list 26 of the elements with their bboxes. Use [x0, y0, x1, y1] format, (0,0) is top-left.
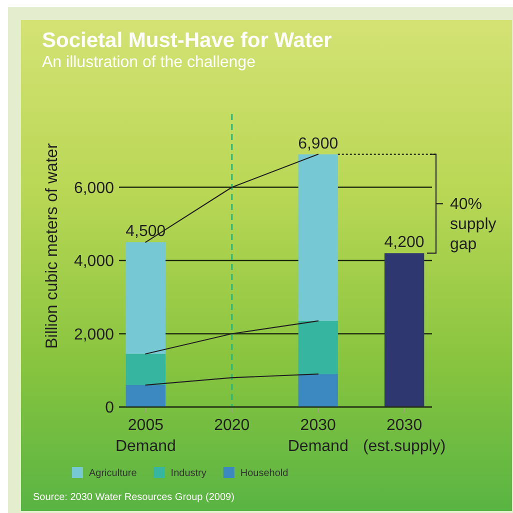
y-axis-title: Billion cubic meters of water [43, 142, 61, 349]
total-label: 6,900 [298, 135, 338, 152]
x-tick-label: 2005 Demand [115, 417, 176, 455]
x-tick-label: 2030 Demand [288, 417, 348, 455]
total-label: 4,500 [126, 223, 166, 240]
bar [384, 253, 424, 407]
bar [126, 354, 166, 386]
y-tick-label: 0 [105, 400, 114, 416]
y-tick-label: 6,000 [74, 180, 114, 197]
source-note: Source: 2030 Water Resources Group (2009) [33, 492, 234, 503]
legend-label: Agriculture [89, 468, 138, 479]
x-tick-label: 2020 [214, 417, 250, 434]
text: 40% supply gap [450, 196, 496, 254]
bar [298, 154, 338, 321]
x-tick-label: 2030 (est.supply) [362, 417, 446, 455]
bar [298, 374, 338, 407]
chart-subtitle: An illustration of the challenge [42, 54, 256, 71]
legend-label: Household [240, 468, 288, 479]
legend-label: Industry [170, 468, 206, 479]
y-tick-label: 4,000 [74, 253, 114, 270]
bar [126, 242, 166, 354]
total-label: 4,200 [384, 234, 424, 252]
bar [298, 320, 338, 374]
y-tick-label: 2,000 [74, 326, 114, 344]
bar [126, 385, 166, 407]
chart-title: Societal Must-Have for Water [42, 29, 332, 52]
